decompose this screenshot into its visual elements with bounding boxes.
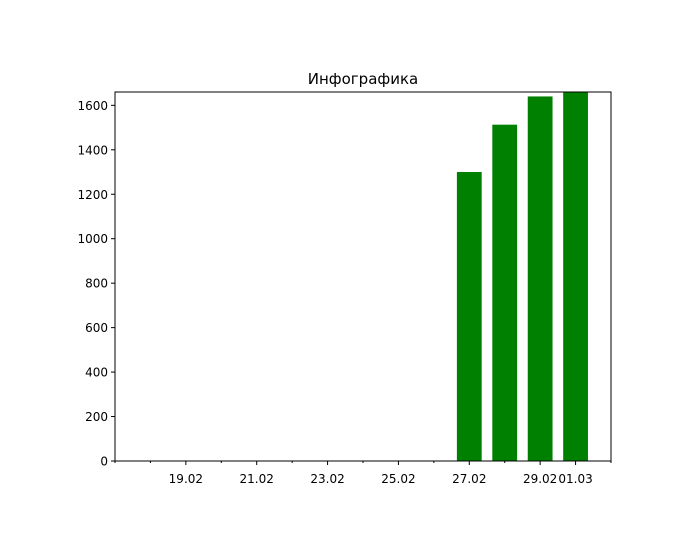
y-tick-label: 400: [85, 366, 108, 380]
chart-title: Инфографика: [308, 70, 418, 88]
x-tick-label: 23.02: [310, 472, 344, 486]
y-tick-label: 800: [85, 277, 108, 291]
y-tick-label: 1600: [77, 99, 108, 113]
y-axis: 0 200 400 600 800 1000 1200 1400 1600: [77, 99, 115, 469]
x-axis: 19.02 21.02 23.02 25.02 27.02 29.02 01.03: [114, 461, 612, 486]
x-tick-label: 27.02: [452, 472, 486, 486]
y-tick-label: 0: [100, 455, 108, 469]
y-tick-label: 1400: [77, 143, 108, 157]
x-tick-label: 19.02: [169, 472, 203, 486]
bar-01.03: [563, 92, 588, 461]
x-tick-label: 25.02: [381, 472, 415, 486]
bar-29.02: [527, 96, 553, 461]
x-tick-label: 01.03: [558, 472, 592, 486]
x-tick-label: 29.02: [523, 472, 557, 486]
bar-27.02: [456, 172, 482, 461]
y-tick-label: 1000: [77, 232, 108, 246]
bar-28.02: [492, 124, 518, 462]
x-tick-label: 21.02: [240, 472, 274, 486]
bars-group: [456, 92, 588, 462]
y-tick-label: 600: [85, 321, 108, 335]
y-tick-label: 1200: [77, 188, 108, 202]
y-tick-label: 200: [85, 410, 108, 424]
